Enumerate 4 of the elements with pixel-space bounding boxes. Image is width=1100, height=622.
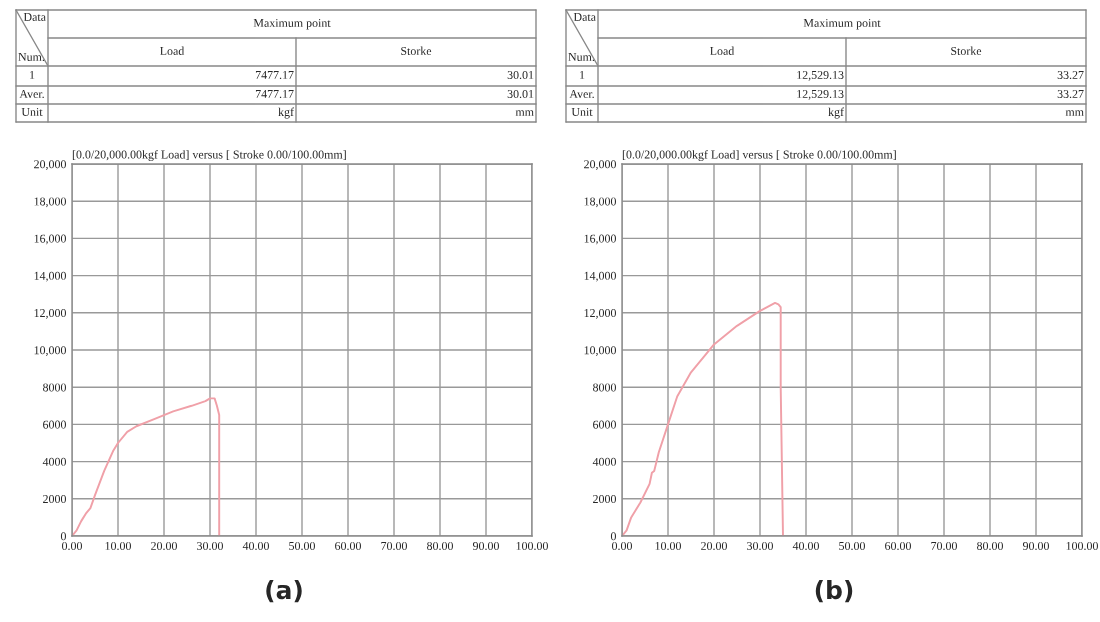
line-series <box>72 397 221 536</box>
text: (a) <box>266 579 302 603</box>
line-series <box>622 301 784 536</box>
text: (b) <box>815 579 853 603</box>
